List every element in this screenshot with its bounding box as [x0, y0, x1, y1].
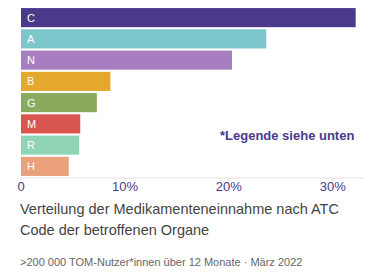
bar [21, 93, 97, 112]
tick-label: 0 [17, 179, 24, 194]
bar [21, 51, 232, 70]
chart: CANBGMRH0 10% 20% 30% *Legende siehe unten [0, 0, 381, 196]
bar [21, 157, 69, 176]
bar [21, 72, 110, 91]
category-label: C [27, 12, 35, 24]
bar [21, 114, 80, 133]
category-label: M [27, 118, 36, 130]
category-label: N [27, 54, 35, 66]
category-label: G [27, 97, 36, 109]
category-label: R [27, 139, 35, 151]
tick-label: 10% [112, 179, 138, 194]
title: Verteilung der Medikamenteneinnahme nach… [20, 199, 355, 241]
tick-label: 20% [216, 179, 242, 194]
category-label: B [27, 75, 34, 87]
bar [21, 29, 266, 48]
footer: >200 000 TOM-Nutzer*innen über 12 Monate… [20, 256, 302, 268]
bars [21, 8, 356, 176]
category-label: H [27, 160, 35, 172]
x-axis [21, 178, 364, 179]
bar-labels: CANBGMRH [27, 12, 36, 173]
tick-label: 30% [320, 179, 346, 194]
bar [21, 136, 79, 155]
annotation: *Legende siehe unten [220, 128, 354, 143]
bar [21, 8, 356, 27]
category-label: A [27, 33, 35, 45]
